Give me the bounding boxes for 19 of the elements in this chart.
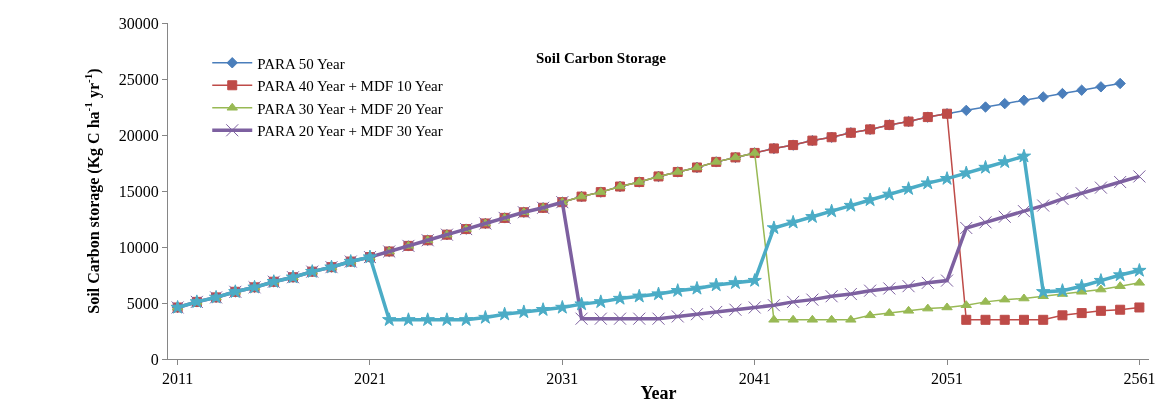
x-tick-label: 2041 (738, 370, 771, 388)
text: Soil Carbon Storage (536, 50, 667, 67)
x-tick-label: 2021 (353, 370, 386, 388)
x-tick-label: 2561 (1123, 370, 1156, 388)
legend-label: PARA 20 Year + MDF 30 Year (257, 123, 443, 140)
x-tick-label: 2011 (161, 370, 194, 388)
x-tick-label: 2031 (546, 370, 579, 388)
y-tick-label: 25000 (118, 70, 159, 88)
y-tick-label: 5000 (126, 294, 159, 312)
y-tick-label: 30000 (118, 14, 159, 32)
y-tick-label: 20000 (118, 126, 159, 144)
x-tick-label: 2051 (931, 370, 964, 388)
y-tick-label: 0 (150, 350, 159, 368)
y-tick-label: 10000 (118, 238, 159, 256)
legend-label: PARA 30 Year + MDF 20 Year (257, 100, 443, 117)
legend-label: PARA 50 Year (257, 55, 345, 72)
legend-label: PARA 40 Year + MDF 10 Year (257, 78, 443, 95)
y-tick-label: 15000 (118, 182, 159, 200)
x-axis-title: Year (640, 383, 677, 404)
